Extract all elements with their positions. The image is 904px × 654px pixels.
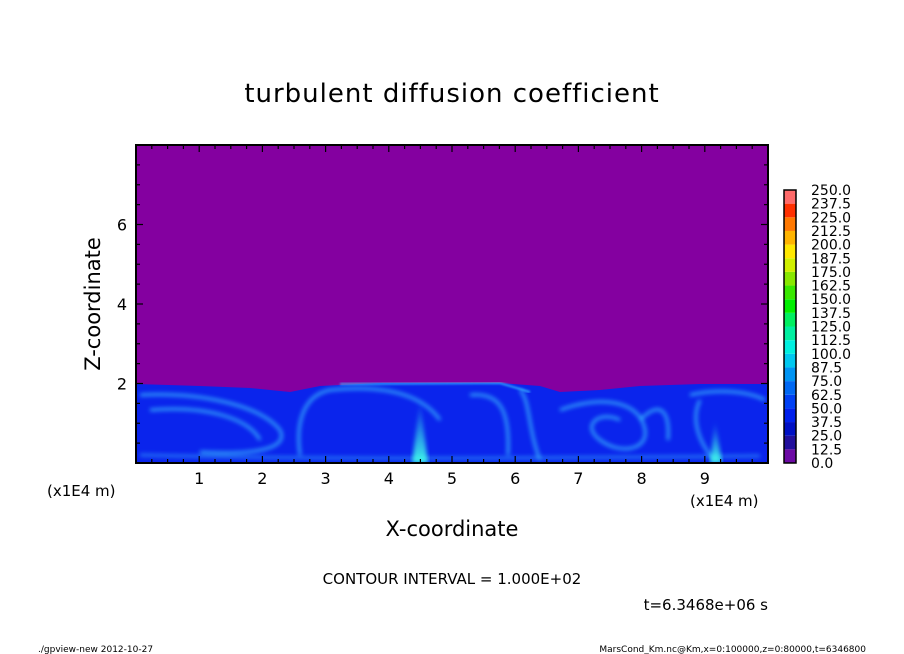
colorbar-bin xyxy=(784,271,796,286)
x-tick-labels: 1 2 3 4 5 6 7 8 9 xyxy=(194,469,710,488)
colorbar-label: 62.5 xyxy=(811,388,842,404)
colorbar-bin xyxy=(784,381,796,395)
contour-interval: CONTOUR INTERVAL = 1.000E+02 xyxy=(323,570,582,588)
colorbar-bin xyxy=(784,230,796,245)
x-unit-left: (x1E4 m) xyxy=(47,482,116,500)
colorbar-bin xyxy=(784,244,796,259)
x-tick-label: 4 xyxy=(384,469,394,488)
colorbar-label: 237.5 xyxy=(811,197,851,213)
colorbar-bin xyxy=(784,285,796,300)
colorbar-label: 200.0 xyxy=(811,238,851,254)
colorbar-frame xyxy=(783,189,797,464)
plot-area xyxy=(136,145,768,463)
y-tick-label: 6 xyxy=(117,216,127,235)
colorbar-label: 37.5 xyxy=(811,415,842,431)
colorbar-label: 137.5 xyxy=(811,306,851,322)
footer-right: MarsCond_Km.nc@Km,x=0:100000,z=0:80000,t… xyxy=(599,645,866,654)
colorbar-bin xyxy=(784,312,796,327)
x-tick-label: 2 xyxy=(257,469,267,488)
boundary-layer-top-streak xyxy=(339,382,531,393)
colorbar-bin xyxy=(784,353,796,368)
x-tick-label: 6 xyxy=(510,469,520,488)
x-tick-label: 9 xyxy=(700,469,710,488)
colorbar-label: 225.0 xyxy=(811,210,851,226)
colorbar-label: 50.0 xyxy=(811,401,842,417)
colorbar-label: 0.0 xyxy=(811,456,833,472)
colorbar-bin xyxy=(784,258,796,272)
colorbar-label: 150.0 xyxy=(811,292,851,308)
y-axis-label: Z-coordinate xyxy=(81,237,105,371)
colorbar-label: 12.5 xyxy=(811,442,842,458)
x-tick-label: 8 xyxy=(637,469,647,488)
y-tick-labels: 2 4 6 xyxy=(117,216,127,394)
colorbar: 0.012.525.037.550.062.575.087.5100.0112.… xyxy=(783,183,851,472)
chart-title: turbulent diffusion coefficient xyxy=(244,79,659,109)
colorbar-label: 75.0 xyxy=(811,374,842,390)
updraft-plume xyxy=(710,420,722,463)
x-tick-label: 3 xyxy=(321,469,331,488)
x-axis-label: X-coordinate xyxy=(386,517,519,541)
footer-left: ./gpview-new 2012-10-27 xyxy=(38,645,153,654)
colorbar-bin xyxy=(784,326,796,341)
time-label: t=6.3468e+06 s xyxy=(644,596,769,614)
y-tick-label: 2 xyxy=(117,375,127,394)
x-tick-label: 5 xyxy=(447,469,457,488)
colorbar-bin xyxy=(784,408,796,423)
colorbar-label: 175.0 xyxy=(811,265,851,281)
colorbar-bin xyxy=(784,299,796,313)
colorbar-label: 87.5 xyxy=(811,360,842,376)
colorbar-bin xyxy=(784,394,796,409)
colorbar-label: 162.5 xyxy=(811,279,851,295)
colorbar-bin xyxy=(784,190,796,204)
colorbar-bin xyxy=(784,422,796,436)
turbulent-streaks xyxy=(139,387,766,462)
boundary-layer-region xyxy=(136,383,768,463)
updraft-plume xyxy=(412,400,428,463)
colorbar-bin xyxy=(784,449,796,463)
colorbar-label: 100.0 xyxy=(811,347,851,363)
colorbar-bin xyxy=(784,203,796,218)
colorbar-label: 250.0 xyxy=(811,183,851,199)
colorbar-label: 125.0 xyxy=(811,320,851,336)
colorbar-bin xyxy=(784,367,796,382)
x-unit-right: (x1E4 m) xyxy=(690,492,759,510)
colorbar-label: 25.0 xyxy=(811,429,842,445)
colorbar-label: 112.5 xyxy=(811,333,851,349)
colorbar-bin xyxy=(784,340,796,354)
colorbar-label: 212.5 xyxy=(811,224,851,240)
colorbar-label: 187.5 xyxy=(811,251,851,267)
x-tick-label: 1 xyxy=(194,469,204,488)
colorbar-bin xyxy=(784,435,796,450)
axis-ticks xyxy=(135,144,769,464)
colorbar-bin xyxy=(784,217,796,231)
y-tick-label: 4 xyxy=(117,295,127,314)
x-tick-label: 7 xyxy=(573,469,583,488)
